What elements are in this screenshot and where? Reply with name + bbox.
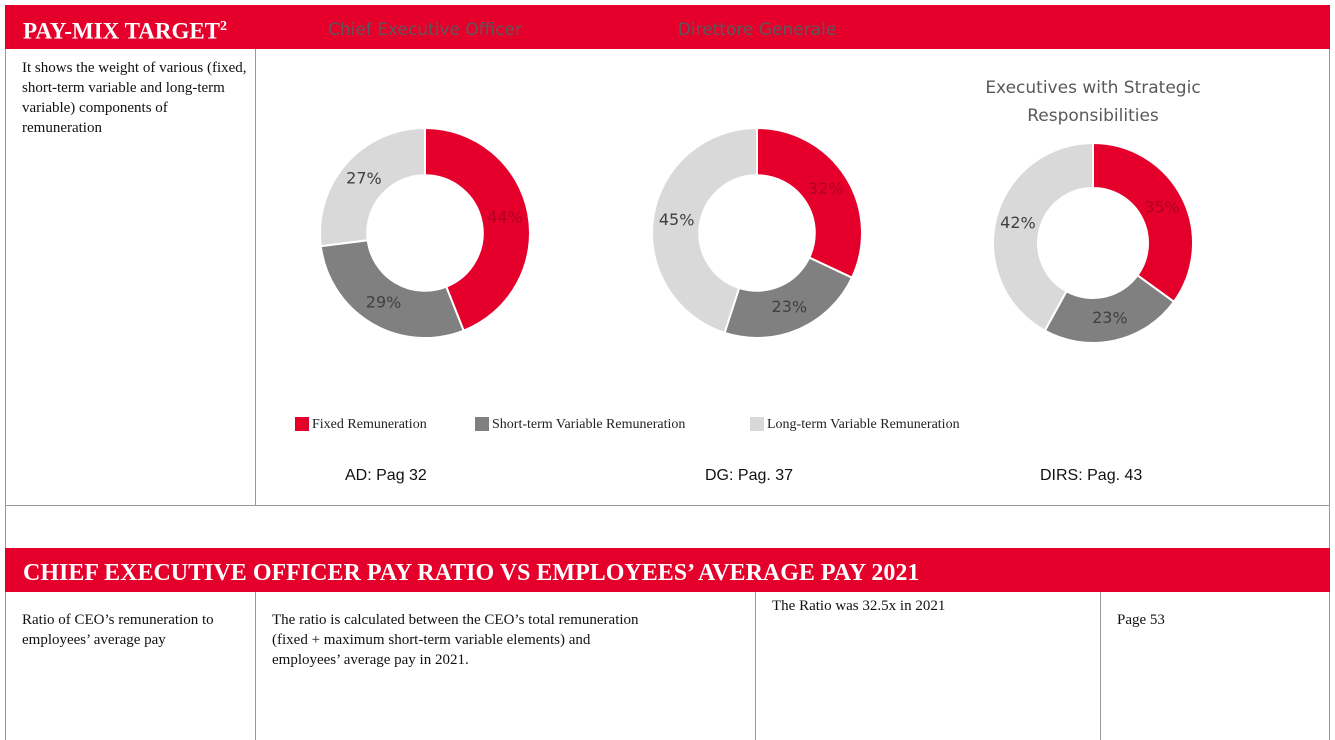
chart-title: Executives with Strategic Responsibilitie… [985,78,1200,126]
page-reference: DG: Pag. 37 [705,467,793,484]
section1-title: PAY-MIX TARGET [23,18,221,44]
donut-slice [1092,141,1194,304]
donut-slice [319,126,426,248]
percent-sign: % [1165,197,1180,216]
percent-sign: % [1112,308,1127,327]
chart-title: Direttore Generale [678,20,837,40]
donut-slice [651,126,758,335]
legend-label: Fixed Remuneration [312,417,427,432]
slice-label: 27% [346,169,382,188]
slice-label: 23% [772,297,808,316]
page-reference: AD: Pag 32 [345,467,427,484]
percent-sign: % [828,179,843,198]
slice-label: 29% [366,293,402,312]
percent-sign: % [1021,213,1036,232]
title-line: Executives with Strategic [985,78,1200,98]
donut-slice [756,126,863,280]
section2-title: CHIEF EXECUTIVE OFFICER PAY RATIO VS EMP… [23,560,920,586]
table-cell: Ratio of CEO’s remuneration to employees… [22,612,214,648]
title-sup: 2 [220,19,228,34]
divider [1100,592,1101,740]
chart-title: Chief Executive Officer [328,20,522,40]
divider [255,49,256,506]
slice-label: 42% [1000,213,1036,232]
slice-label: 44% [487,207,523,226]
legend-label: Long-term Variable Remuneration [767,417,960,432]
donut-slice [991,141,1094,332]
description: It shows the weight of various (fixed, s… [22,60,247,136]
legend-swatch [295,417,309,431]
slice-label: 35% [1144,197,1180,216]
title-line: Responsibilities [1027,106,1159,126]
section2-header: CHIEF EXECUTIVE OFFICER PAY RATIO VS EMP… [5,548,1330,592]
legend-swatch [475,417,489,431]
donut-slice [319,239,465,339]
table-cell: Page 53 [1117,612,1165,628]
legend-label: Short-term Variable Remuneration [492,417,685,432]
table-cell: The ratio is calculated between the CEO’… [272,612,639,668]
separator [5,505,1330,506]
slice-label: 23% [1092,308,1128,327]
percent-sign: % [792,297,807,316]
slice-label: 32% [808,179,844,198]
donut-slice [1043,273,1176,344]
percent-sign: % [679,210,694,229]
donut-slice [424,126,531,332]
frame-left [5,5,6,740]
divider [255,592,256,740]
slice-label: 45% [659,210,695,229]
legend-swatch [750,417,764,431]
percent-sign: % [508,207,523,226]
table-cell: The Ratio was 32.5x in 2021 [772,598,946,614]
page-reference: DIRS: Pag. 43 [1040,467,1142,484]
divider [755,592,756,740]
frame-right [1329,5,1330,740]
percent-sign: % [367,169,382,188]
percent-sign: % [386,293,401,312]
section1-header: PAY-MIX TARGET2 [5,5,1330,49]
